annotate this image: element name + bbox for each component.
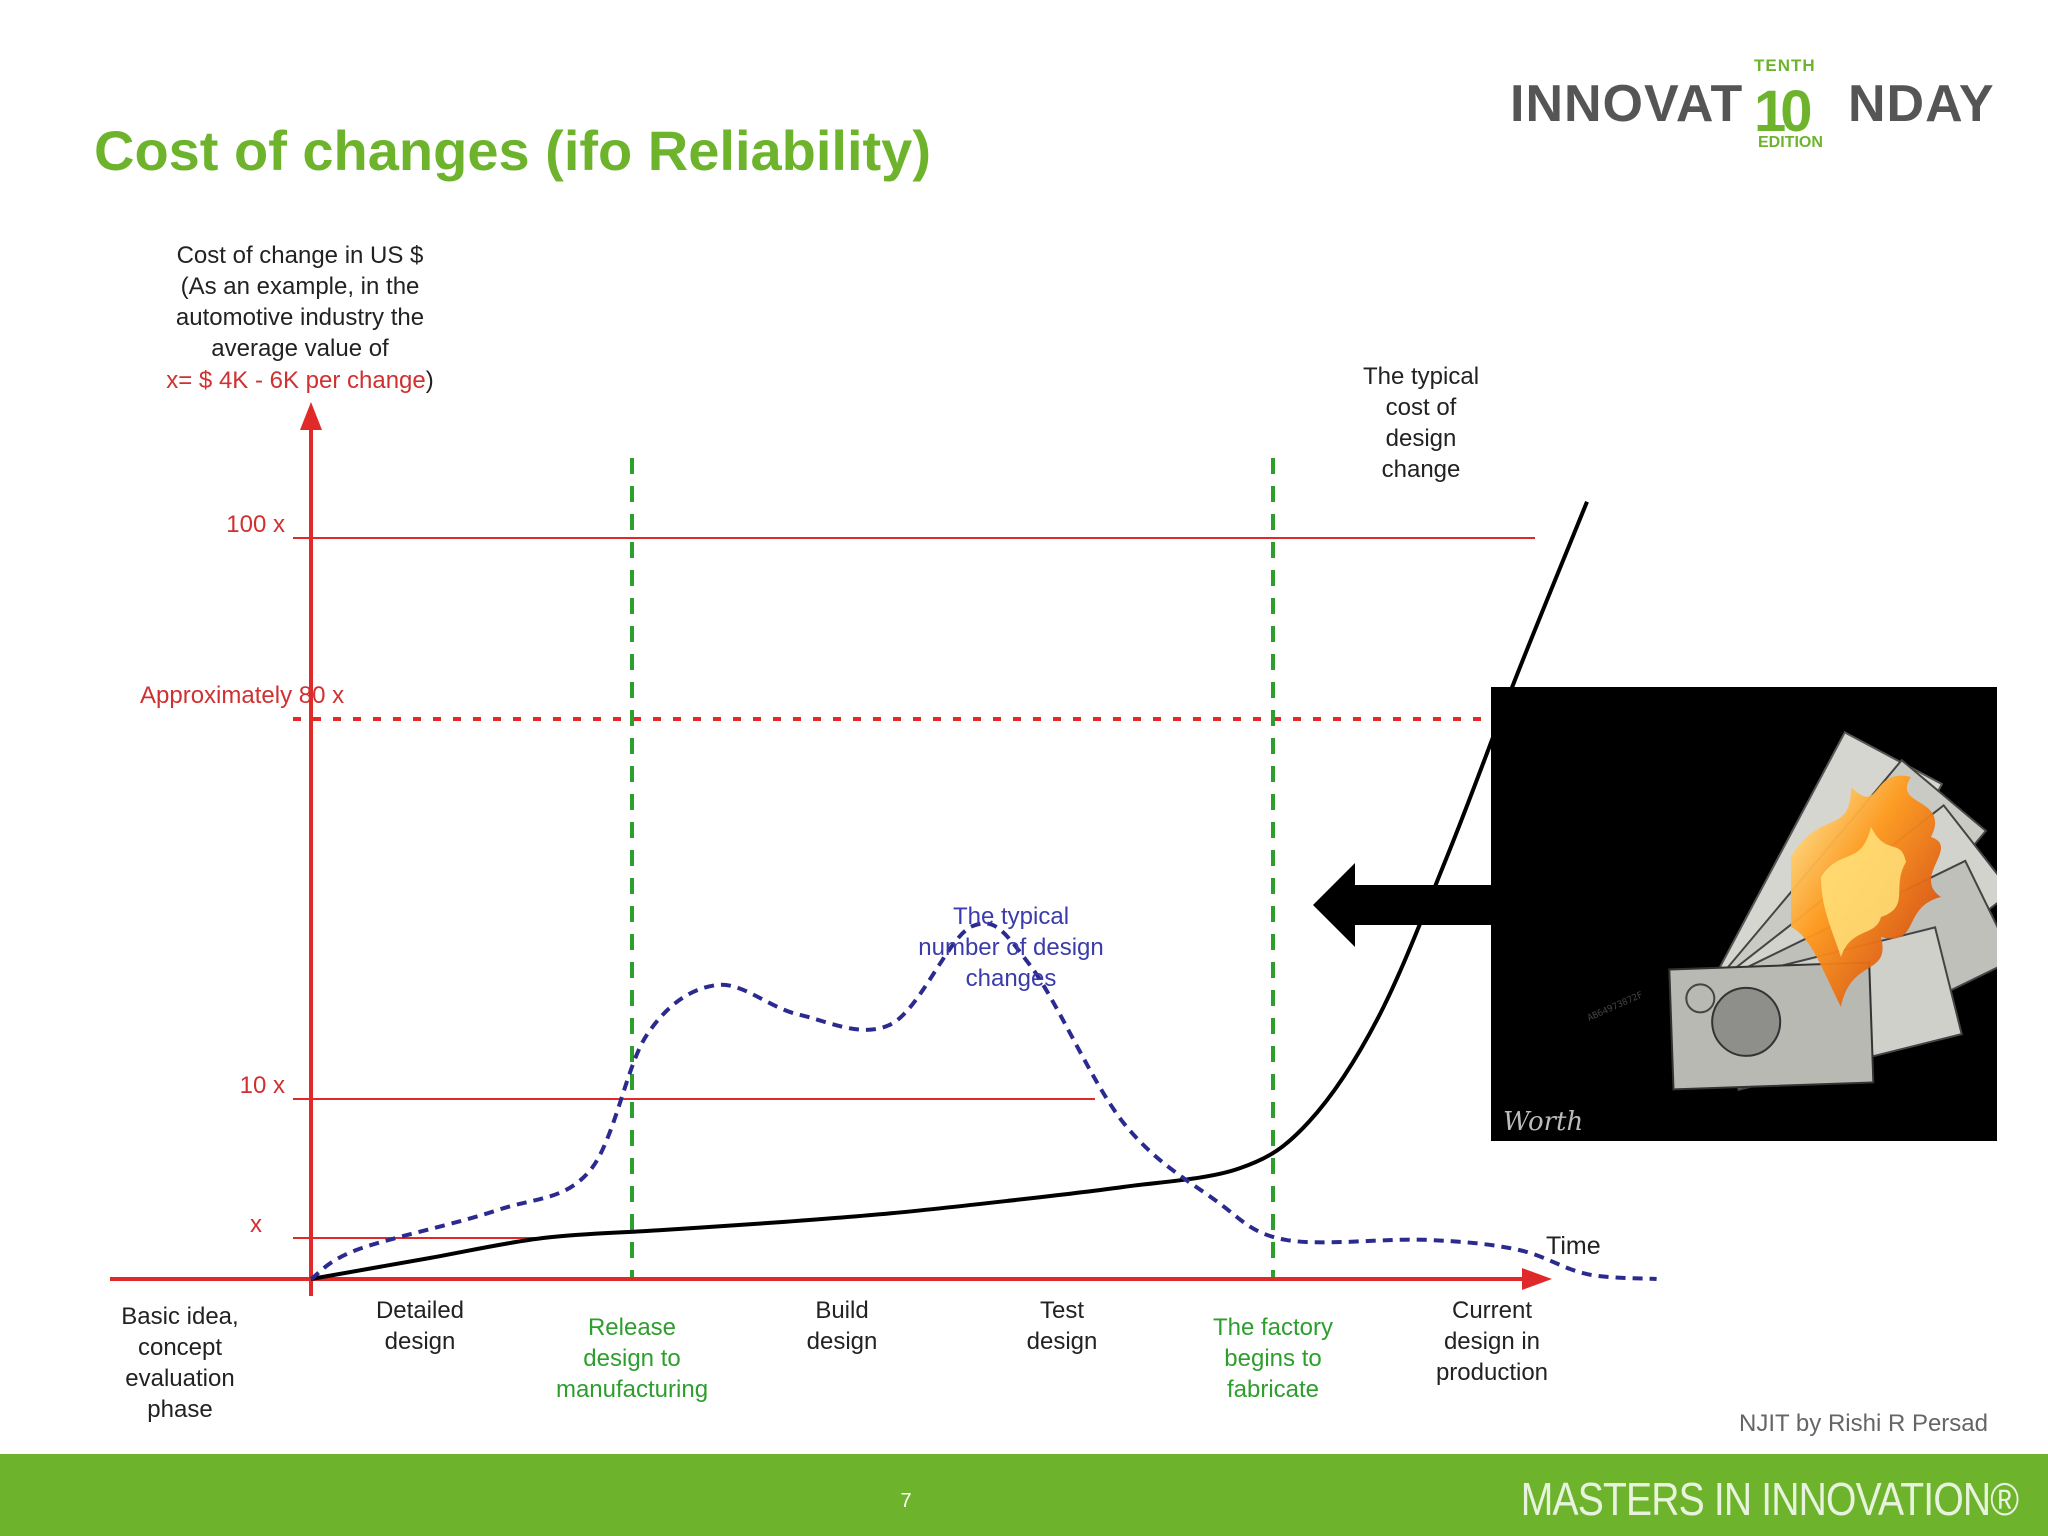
cost-series-label-line: cost of (1386, 394, 1457, 421)
x-category-label-line: design (1027, 1328, 1098, 1355)
slide-title: Cost of changes (ifo Reliability) (94, 119, 931, 182)
x-category-label-line: evaluation (125, 1365, 234, 1392)
logo-tenth-text: TENTH (1754, 56, 1816, 75)
y-axis-title-highlight-line: x= $ 4K - 6K per change) (166, 367, 434, 394)
cost-series-label-line: design (1386, 425, 1457, 452)
x-axis-arrowhead (1522, 1268, 1552, 1290)
cost-series-label-line: The typical (1363, 363, 1479, 390)
y-level-label: 10 x (240, 1072, 285, 1099)
pointer-arrow-icon (1313, 863, 1491, 947)
series-number-of-design-changes (309, 921, 1657, 1281)
x-category-label-line: phase (147, 1396, 212, 1423)
y-axis-title-close-paren: ) (426, 367, 434, 394)
y-level-label: 100 x (226, 511, 285, 538)
innovation-day-logo: TENTH INNOVAT 10 NDAY EDITION (1500, 50, 2000, 170)
x-category-label-line: fabricate (1227, 1376, 1319, 1403)
changes-series-label-line: changes (966, 965, 1057, 992)
x-category-label-line: Detailed (376, 1297, 464, 1324)
y-axis-title-line: automotive industry the (176, 304, 424, 331)
y-axis-arrowhead (300, 402, 322, 430)
x-category-label-line: concept (138, 1334, 222, 1361)
logo-edition-text: EDITION (1758, 134, 1823, 151)
cost-series-label: The typical cost of design change (1363, 363, 1479, 483)
changes-series-label-line: The typical (953, 903, 1069, 930)
series-cost-of-design-change (310, 500, 1589, 1281)
x-category-label-line: Test (1040, 1297, 1084, 1324)
y-level-label: Approximately 80 x (140, 682, 344, 709)
slide-credit: NJIT by Rishi R Persad (1739, 1410, 1988, 1437)
y-axis-title: Cost of change in US $ (As an example, i… (166, 242, 434, 394)
y-axis-unit-value: x= $ 4K - 6K per change (166, 367, 426, 394)
x-category-label-line: Release (588, 1314, 676, 1341)
changes-series-label: The typical number of design changes (918, 903, 1103, 992)
y-level-label: x (250, 1211, 262, 1238)
page-number: 7 (900, 1490, 912, 1512)
burning-money-photo: Worth AB64973872F (1491, 687, 1997, 1141)
phase-marker-lines (630, 458, 1275, 1279)
x-category-label-line: The factory (1213, 1314, 1333, 1341)
x-category-labels: Basic idea, concept evaluation phase Detaile… (121, 1297, 1548, 1423)
x-category-label-line: design (385, 1328, 456, 1355)
photo-signature: Worth (1503, 1107, 1583, 1137)
x-category-label-line: production (1436, 1359, 1548, 1386)
x-category-label-line: design to (583, 1345, 680, 1372)
flame-core-icon (1821, 827, 1906, 957)
x-category-label-line: begins to (1224, 1345, 1321, 1372)
changes-series-label-line: number of design (918, 934, 1103, 961)
x-category-label-line: design in (1444, 1328, 1540, 1355)
footer-brand: MASTERS IN INNOVATION® (1520, 1473, 2019, 1525)
burning-money-icon: Worth AB64973872F (1491, 687, 1997, 1141)
x-category-label-line: design (807, 1328, 878, 1355)
logo-text-left: INNOVAT (1510, 75, 1744, 133)
logo-ten-mark: 10 (1754, 79, 1812, 144)
y-axis-title-line: average value of (211, 335, 389, 362)
y-axis-title-line: Cost of change in US $ (177, 242, 424, 269)
x-category-label-line: Current (1452, 1297, 1532, 1324)
y-level-lines: x 10 x Approximately 80 x 100 x (140, 511, 1535, 1239)
footer-bar (0, 1454, 2048, 1536)
x-axis-title: Time (1546, 1232, 1601, 1260)
x-category-label-line: Build (815, 1297, 868, 1324)
x-category-label-line: manufacturing (556, 1376, 708, 1403)
logo-text-right: NDAY (1848, 75, 1995, 133)
x-category-label-line: Basic idea, (121, 1303, 238, 1330)
y-axis-title-line: (As an example, in the (181, 273, 420, 300)
cost-series-label-line: change (1382, 456, 1461, 483)
